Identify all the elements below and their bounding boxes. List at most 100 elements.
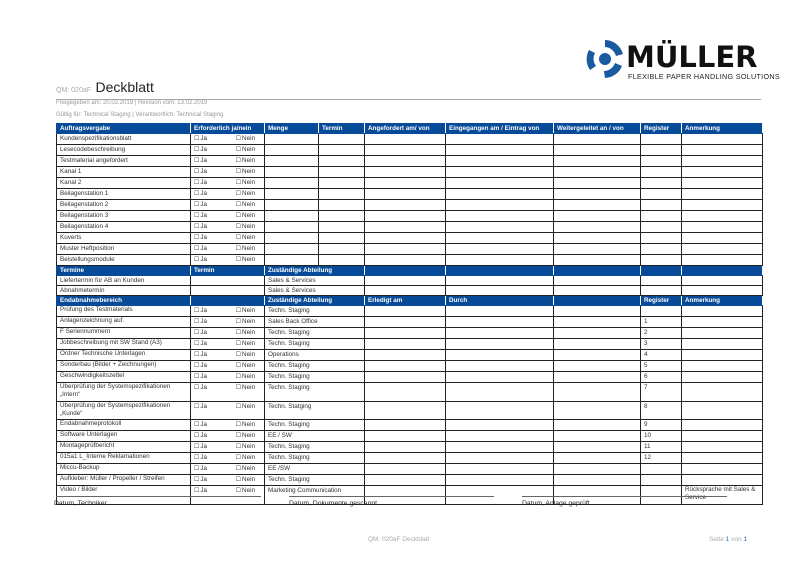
- input-cell[interactable]: [445, 199, 554, 211]
- input-cell[interactable]: [553, 166, 641, 178]
- input-cell[interactable]: [318, 243, 365, 255]
- checkbox-yes[interactable]: Ja: [194, 421, 207, 430]
- input-cell[interactable]: [445, 232, 554, 244]
- checkbox-no[interactable]: Nein: [236, 212, 255, 221]
- input-cell[interactable]: [445, 400, 554, 420]
- checkbox-yes[interactable]: Ja: [194, 340, 207, 349]
- input-cell[interactable]: [364, 316, 446, 328]
- input-cell[interactable]: [445, 177, 554, 189]
- yes-no-checkboxes[interactable]: Ja Nein: [194, 383, 261, 393]
- yes-no-checkboxes[interactable]: Ja Nein: [194, 351, 261, 360]
- input-cell[interactable]: [553, 338, 641, 350]
- yes-no-checkboxes[interactable]: Ja Nein: [194, 454, 261, 463]
- input-cell[interactable]: [264, 155, 319, 167]
- yes-no-checkboxes[interactable]: Ja Nein: [194, 201, 261, 210]
- input-cell[interactable]: [553, 243, 641, 255]
- yes-no-checkboxes[interactable]: Ja Nein: [194, 135, 261, 144]
- input-cell[interactable]: [445, 166, 554, 178]
- input-cell[interactable]: [364, 133, 446, 145]
- checkbox-no[interactable]: Nein: [236, 454, 255, 463]
- input-cell[interactable]: [640, 285, 682, 296]
- checkbox-yes[interactable]: Ja: [194, 432, 207, 441]
- input-cell[interactable]: [640, 210, 682, 222]
- input-cell[interactable]: [364, 144, 446, 156]
- input-cell[interactable]: [553, 199, 641, 211]
- input-cell[interactable]: [553, 463, 641, 475]
- input-cell[interactable]: [445, 430, 554, 442]
- checkbox-no[interactable]: Nein: [236, 168, 255, 177]
- input-cell[interactable]: [445, 371, 554, 383]
- yes-no-checkboxes[interactable]: Ja Nein: [194, 190, 261, 199]
- input-cell[interactable]: [681, 243, 763, 255]
- input-cell[interactable]: [445, 285, 554, 296]
- input-cell[interactable]: [264, 144, 319, 156]
- yes-no-checkboxes[interactable]: Ja Nein: [194, 402, 261, 412]
- input-cell[interactable]: [364, 327, 446, 339]
- input-cell[interactable]: [681, 275, 763, 286]
- input-cell[interactable]: [318, 133, 365, 145]
- input-cell[interactable]: [640, 275, 682, 286]
- input-cell[interactable]: [640, 133, 682, 145]
- input-cell[interactable]: [445, 360, 554, 372]
- input-cell[interactable]: [318, 254, 365, 266]
- yes-no-checkboxes[interactable]: Ja Nein: [194, 329, 261, 338]
- input-cell[interactable]: [318, 232, 365, 244]
- input-cell[interactable]: [190, 285, 265, 296]
- input-cell[interactable]: [318, 155, 365, 167]
- yes-no-checkboxes[interactable]: Ja Nein: [194, 179, 261, 188]
- yes-no-checkboxes[interactable]: Ja Nein: [194, 146, 261, 155]
- input-cell[interactable]: [445, 275, 554, 286]
- checkbox-no[interactable]: Nein: [236, 351, 255, 360]
- checkbox-no[interactable]: Nein: [236, 223, 255, 232]
- input-cell[interactable]: [318, 188, 365, 200]
- input-cell[interactable]: [553, 210, 641, 222]
- input-cell[interactable]: [264, 133, 319, 145]
- input-cell[interactable]: [681, 221, 763, 233]
- input-cell[interactable]: [264, 221, 319, 233]
- checkbox-yes[interactable]: Ja: [194, 402, 207, 412]
- checkbox-yes[interactable]: Ja: [194, 443, 207, 452]
- yes-no-checkboxes[interactable]: Ja Nein: [194, 373, 261, 382]
- checkbox-no[interactable]: Nein: [236, 234, 255, 243]
- checkbox-yes[interactable]: Ja: [194, 373, 207, 382]
- input-cell[interactable]: [681, 144, 763, 156]
- checkbox-no[interactable]: Nein: [236, 340, 255, 349]
- input-cell[interactable]: [640, 166, 682, 178]
- input-cell[interactable]: [318, 144, 365, 156]
- input-cell[interactable]: [445, 210, 554, 222]
- checkbox-yes[interactable]: Ja: [194, 362, 207, 371]
- checkbox-yes[interactable]: Ja: [194, 465, 207, 474]
- yes-no-checkboxes[interactable]: Ja Nein: [194, 212, 261, 221]
- input-cell[interactable]: [553, 452, 641, 464]
- checkbox-yes[interactable]: Ja: [194, 168, 207, 177]
- checkbox-no[interactable]: Nein: [236, 157, 255, 166]
- input-cell[interactable]: [553, 371, 641, 383]
- input-cell[interactable]: [364, 155, 446, 167]
- input-cell[interactable]: [364, 349, 446, 361]
- input-cell[interactable]: [445, 316, 554, 328]
- input-cell[interactable]: [364, 371, 446, 383]
- input-cell[interactable]: [445, 133, 554, 145]
- input-cell[interactable]: [364, 210, 446, 222]
- yes-no-checkboxes[interactable]: Ja Nein: [194, 443, 261, 452]
- input-cell[interactable]: [318, 177, 365, 189]
- checkbox-yes[interactable]: Ja: [194, 212, 207, 221]
- input-cell[interactable]: [553, 360, 641, 372]
- input-cell[interactable]: [445, 188, 554, 200]
- input-cell[interactable]: [445, 305, 554, 317]
- input-cell[interactable]: [364, 441, 446, 453]
- input-cell[interactable]: [364, 232, 446, 244]
- input-cell[interactable]: [553, 177, 641, 189]
- input-cell[interactable]: [264, 166, 319, 178]
- yes-no-checkboxes[interactable]: Ja Nein: [194, 465, 261, 474]
- checkbox-yes[interactable]: Ja: [194, 245, 207, 254]
- input-cell[interactable]: [681, 166, 763, 178]
- input-cell[interactable]: [553, 327, 641, 339]
- input-cell[interactable]: [364, 430, 446, 442]
- input-cell[interactable]: [190, 275, 265, 286]
- yes-no-checkboxes[interactable]: Ja Nein: [194, 362, 261, 371]
- input-cell[interactable]: [364, 474, 446, 486]
- checkbox-no[interactable]: Nein: [236, 146, 255, 155]
- checkbox-no[interactable]: Nein: [236, 486, 255, 496]
- yes-no-checkboxes[interactable]: Ja Nein: [194, 432, 261, 441]
